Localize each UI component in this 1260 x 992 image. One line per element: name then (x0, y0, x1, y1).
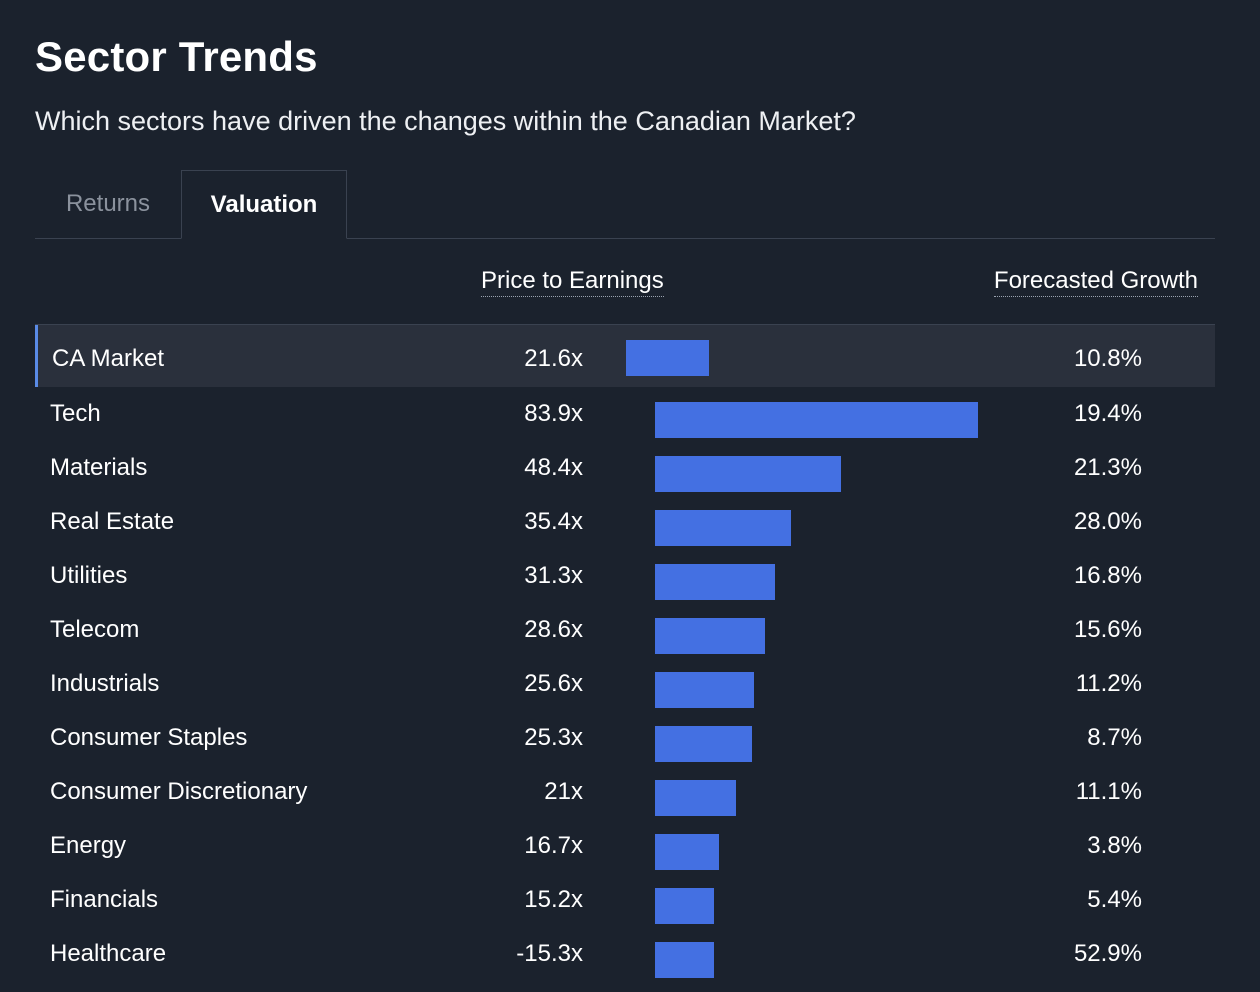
growth-value: 3.8% (1087, 832, 1142, 859)
pe-value: 28.6x (524, 616, 583, 643)
column-header-price-to-earnings[interactable]: Price to Earnings (481, 266, 664, 297)
growth-value: 28.0% (1073, 508, 1142, 535)
tab-valuation[interactable]: Valuation (181, 170, 347, 239)
sector-name: Healthcare (50, 940, 167, 967)
pe-bar (655, 942, 714, 978)
growth-value: 11.1% (1075, 778, 1142, 805)
pe-value: 25.6x (524, 670, 583, 697)
column-header-forecasted-growth[interactable]: Forecasted Growth (993, 266, 1198, 297)
growth-value: 11.2% (1075, 670, 1142, 697)
pe-bar (626, 340, 709, 376)
pe-bar (655, 888, 714, 924)
growth-value: 52.9% (1073, 940, 1142, 967)
pe-value: -15.3x (516, 940, 583, 967)
growth-value: 8.7% (1087, 724, 1142, 751)
tab-bar: Returns Valuation (35, 170, 1215, 239)
growth-value: 19.4% (1073, 400, 1142, 427)
pe-value: 16.7x (524, 832, 583, 859)
pe-bar (655, 564, 775, 600)
table-row[interactable]: Telecom 28.6x 15.6% (35, 603, 1215, 657)
pe-bar (655, 456, 841, 492)
pe-bar (655, 510, 791, 546)
sector-name: Tech (50, 400, 101, 427)
table-row[interactable]: Energy 16.7x 3.8% (35, 819, 1215, 873)
pe-bar (655, 834, 719, 870)
pe-bar (655, 780, 736, 816)
page-subtitle: Which sectors have driven the changes wi… (35, 106, 856, 136)
market-row[interactable]: CA Market 21.6x 10.8% (35, 325, 1215, 387)
sector-name: Materials (50, 454, 148, 481)
growth-value: 15.6% (1073, 616, 1142, 643)
growth-value: 10.8% (1073, 345, 1142, 372)
pe-bar (655, 402, 978, 438)
pe-value: 48.4x (524, 454, 583, 481)
sector-name: Consumer Discretionary (50, 778, 308, 805)
sector-name: Financials (50, 886, 159, 913)
pe-bar (655, 672, 754, 708)
sector-name: Real Estate (50, 508, 175, 535)
table-row[interactable]: Consumer Staples 25.3x 8.7% (35, 711, 1215, 765)
sector-name: CA Market (52, 345, 165, 372)
sector-name: Industrials (50, 670, 160, 697)
pe-value: 35.4x (524, 508, 583, 535)
sector-name: Consumer Staples (50, 724, 248, 751)
pe-value: 21.6x (524, 345, 583, 372)
table-row[interactable]: Industrials 25.6x 11.2% (35, 657, 1215, 711)
pe-value: 25.3x (524, 724, 583, 751)
growth-value: 16.8% (1073, 562, 1142, 589)
sector-name: Energy (50, 832, 127, 859)
table-divider (35, 324, 1215, 325)
pe-value: 15.2x (524, 886, 583, 913)
table-row[interactable]: Financials 15.2x 5.4% (35, 873, 1215, 927)
page-title: Sector Trends (35, 33, 318, 80)
table-row[interactable]: Tech 83.9x 19.4% (35, 387, 1215, 441)
pe-value: 83.9x (524, 400, 583, 427)
sector-table: CA Market 21.6x 10.8% Tech 83.9x 19.4% Materia… (35, 325, 1215, 981)
sector-name: Telecom (50, 616, 140, 643)
table-row[interactable]: Healthcare -15.3x 52.9% (35, 927, 1215, 981)
pe-bar (655, 618, 765, 654)
pe-bar (655, 726, 752, 762)
table-row[interactable]: Utilities 31.3x 16.8% (35, 549, 1215, 603)
growth-value: 21.3% (1073, 454, 1142, 481)
table-row[interactable]: Materials 48.4x 21.3% (35, 441, 1215, 495)
pe-value: 31.3x (524, 562, 583, 589)
growth-value: 5.4% (1087, 886, 1142, 913)
pe-value: 21x (544, 778, 583, 805)
table-row[interactable]: Consumer Discretionary 21x 11.1% (35, 765, 1215, 819)
tab-returns[interactable]: Returns (65, 190, 151, 217)
sector-name: Utilities (50, 562, 128, 589)
table-row[interactable]: Real Estate 35.4x 28.0% (35, 495, 1215, 549)
